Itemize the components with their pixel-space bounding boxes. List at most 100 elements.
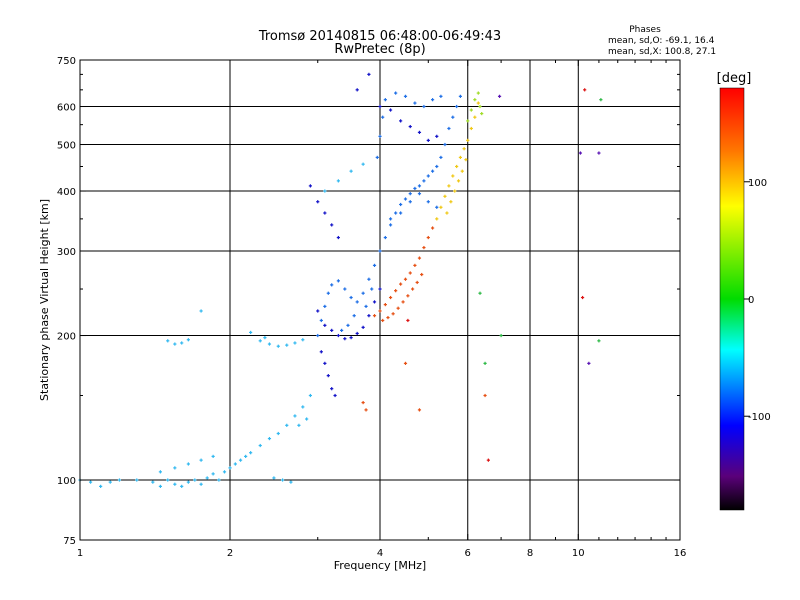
data-point xyxy=(413,263,417,267)
data-point xyxy=(249,451,253,455)
data-point xyxy=(458,94,463,98)
x-tick-label: 10 xyxy=(572,548,585,559)
data-point xyxy=(355,331,359,336)
data-point xyxy=(462,147,466,151)
data-point xyxy=(388,295,393,300)
chart-subtitle: RwPretec (8p) xyxy=(334,42,425,57)
data-point xyxy=(340,328,344,332)
data-point xyxy=(135,478,139,482)
data-point xyxy=(199,482,203,486)
data-point xyxy=(399,119,403,123)
data-point xyxy=(394,91,398,95)
data-point xyxy=(443,142,447,147)
data-point xyxy=(173,466,177,470)
data-point xyxy=(336,333,340,338)
data-point xyxy=(460,169,464,173)
data-point xyxy=(280,478,285,482)
data-point xyxy=(391,312,395,316)
data-point xyxy=(323,211,327,215)
data-point xyxy=(417,256,422,260)
y-tick-label: 200 xyxy=(57,332,76,343)
data-point xyxy=(343,337,347,341)
data-point xyxy=(435,217,439,221)
data-point xyxy=(217,478,221,482)
data-point xyxy=(367,72,371,76)
data-point xyxy=(355,88,359,92)
data-point xyxy=(420,272,424,277)
data-point xyxy=(435,134,439,138)
data-point xyxy=(267,436,272,441)
data-point xyxy=(476,101,480,105)
data-point xyxy=(408,124,412,129)
data-point xyxy=(403,197,408,201)
data-point xyxy=(476,91,480,95)
data-point xyxy=(316,200,320,204)
data-point xyxy=(361,400,365,405)
axis-ticks: 1 2 4 6 8 10 16 75 100 200 300 400 500 600 750 xyxy=(57,56,686,559)
data-point xyxy=(263,336,267,340)
grid-lines xyxy=(80,60,680,540)
chart-title: Tromsø 20140815 06:48:00-06:49:43 xyxy=(258,29,501,44)
y-tick-label: 75 xyxy=(63,536,76,547)
data-point xyxy=(449,200,453,204)
data-point xyxy=(383,235,387,240)
data-point xyxy=(394,211,398,215)
data-point xyxy=(272,476,276,480)
data-point xyxy=(464,158,468,162)
data-point xyxy=(381,115,385,119)
data-point xyxy=(108,480,112,484)
data-point xyxy=(417,130,422,134)
data-point xyxy=(435,164,439,169)
data-point xyxy=(587,361,591,365)
colorbar-ticks: 100 0 -100 xyxy=(744,178,771,423)
data-point xyxy=(451,115,455,119)
data-point xyxy=(349,295,353,300)
data-point xyxy=(285,423,289,427)
data-point xyxy=(308,184,313,188)
x-tick-label: 2 xyxy=(227,548,233,559)
data-point xyxy=(158,484,163,488)
data-point xyxy=(326,374,330,378)
data-point xyxy=(408,192,412,196)
data-point xyxy=(483,393,487,398)
data-point xyxy=(370,287,374,291)
data-point xyxy=(439,155,443,160)
data-point xyxy=(403,361,408,365)
data-point xyxy=(244,454,248,459)
data-point xyxy=(399,202,403,207)
data-point xyxy=(336,235,340,240)
stats-line-x: mean, sd,X: 100.8, 27.1 xyxy=(608,47,716,57)
data-point xyxy=(439,205,443,209)
data-point xyxy=(378,104,382,109)
data-point xyxy=(367,277,371,281)
x-tick-label: 16 xyxy=(674,548,687,559)
data-point xyxy=(352,314,356,318)
data-point xyxy=(323,323,327,327)
data-point xyxy=(426,200,430,204)
data-point xyxy=(439,94,443,98)
data-point xyxy=(99,484,103,488)
data-point xyxy=(199,309,203,313)
data-point xyxy=(597,339,601,343)
x-tick-label: 6 xyxy=(465,548,471,559)
data-point xyxy=(193,478,197,482)
data-point xyxy=(381,318,385,323)
data-point xyxy=(258,339,262,343)
x-tick-label: 8 xyxy=(527,548,533,559)
data-point xyxy=(211,472,215,476)
colorbar-tick-label: -100 xyxy=(748,412,771,423)
stats-heading: Phases xyxy=(629,25,661,35)
data-point xyxy=(173,342,177,346)
data-point xyxy=(458,155,463,160)
data-point xyxy=(378,249,382,253)
data-point xyxy=(406,318,410,323)
data-point xyxy=(426,235,430,240)
data-point xyxy=(451,174,455,178)
data-point xyxy=(469,108,473,112)
data-point xyxy=(205,476,209,480)
data-point xyxy=(466,138,470,142)
data-point xyxy=(372,300,377,304)
data-point xyxy=(447,126,451,131)
data-point xyxy=(166,478,170,482)
